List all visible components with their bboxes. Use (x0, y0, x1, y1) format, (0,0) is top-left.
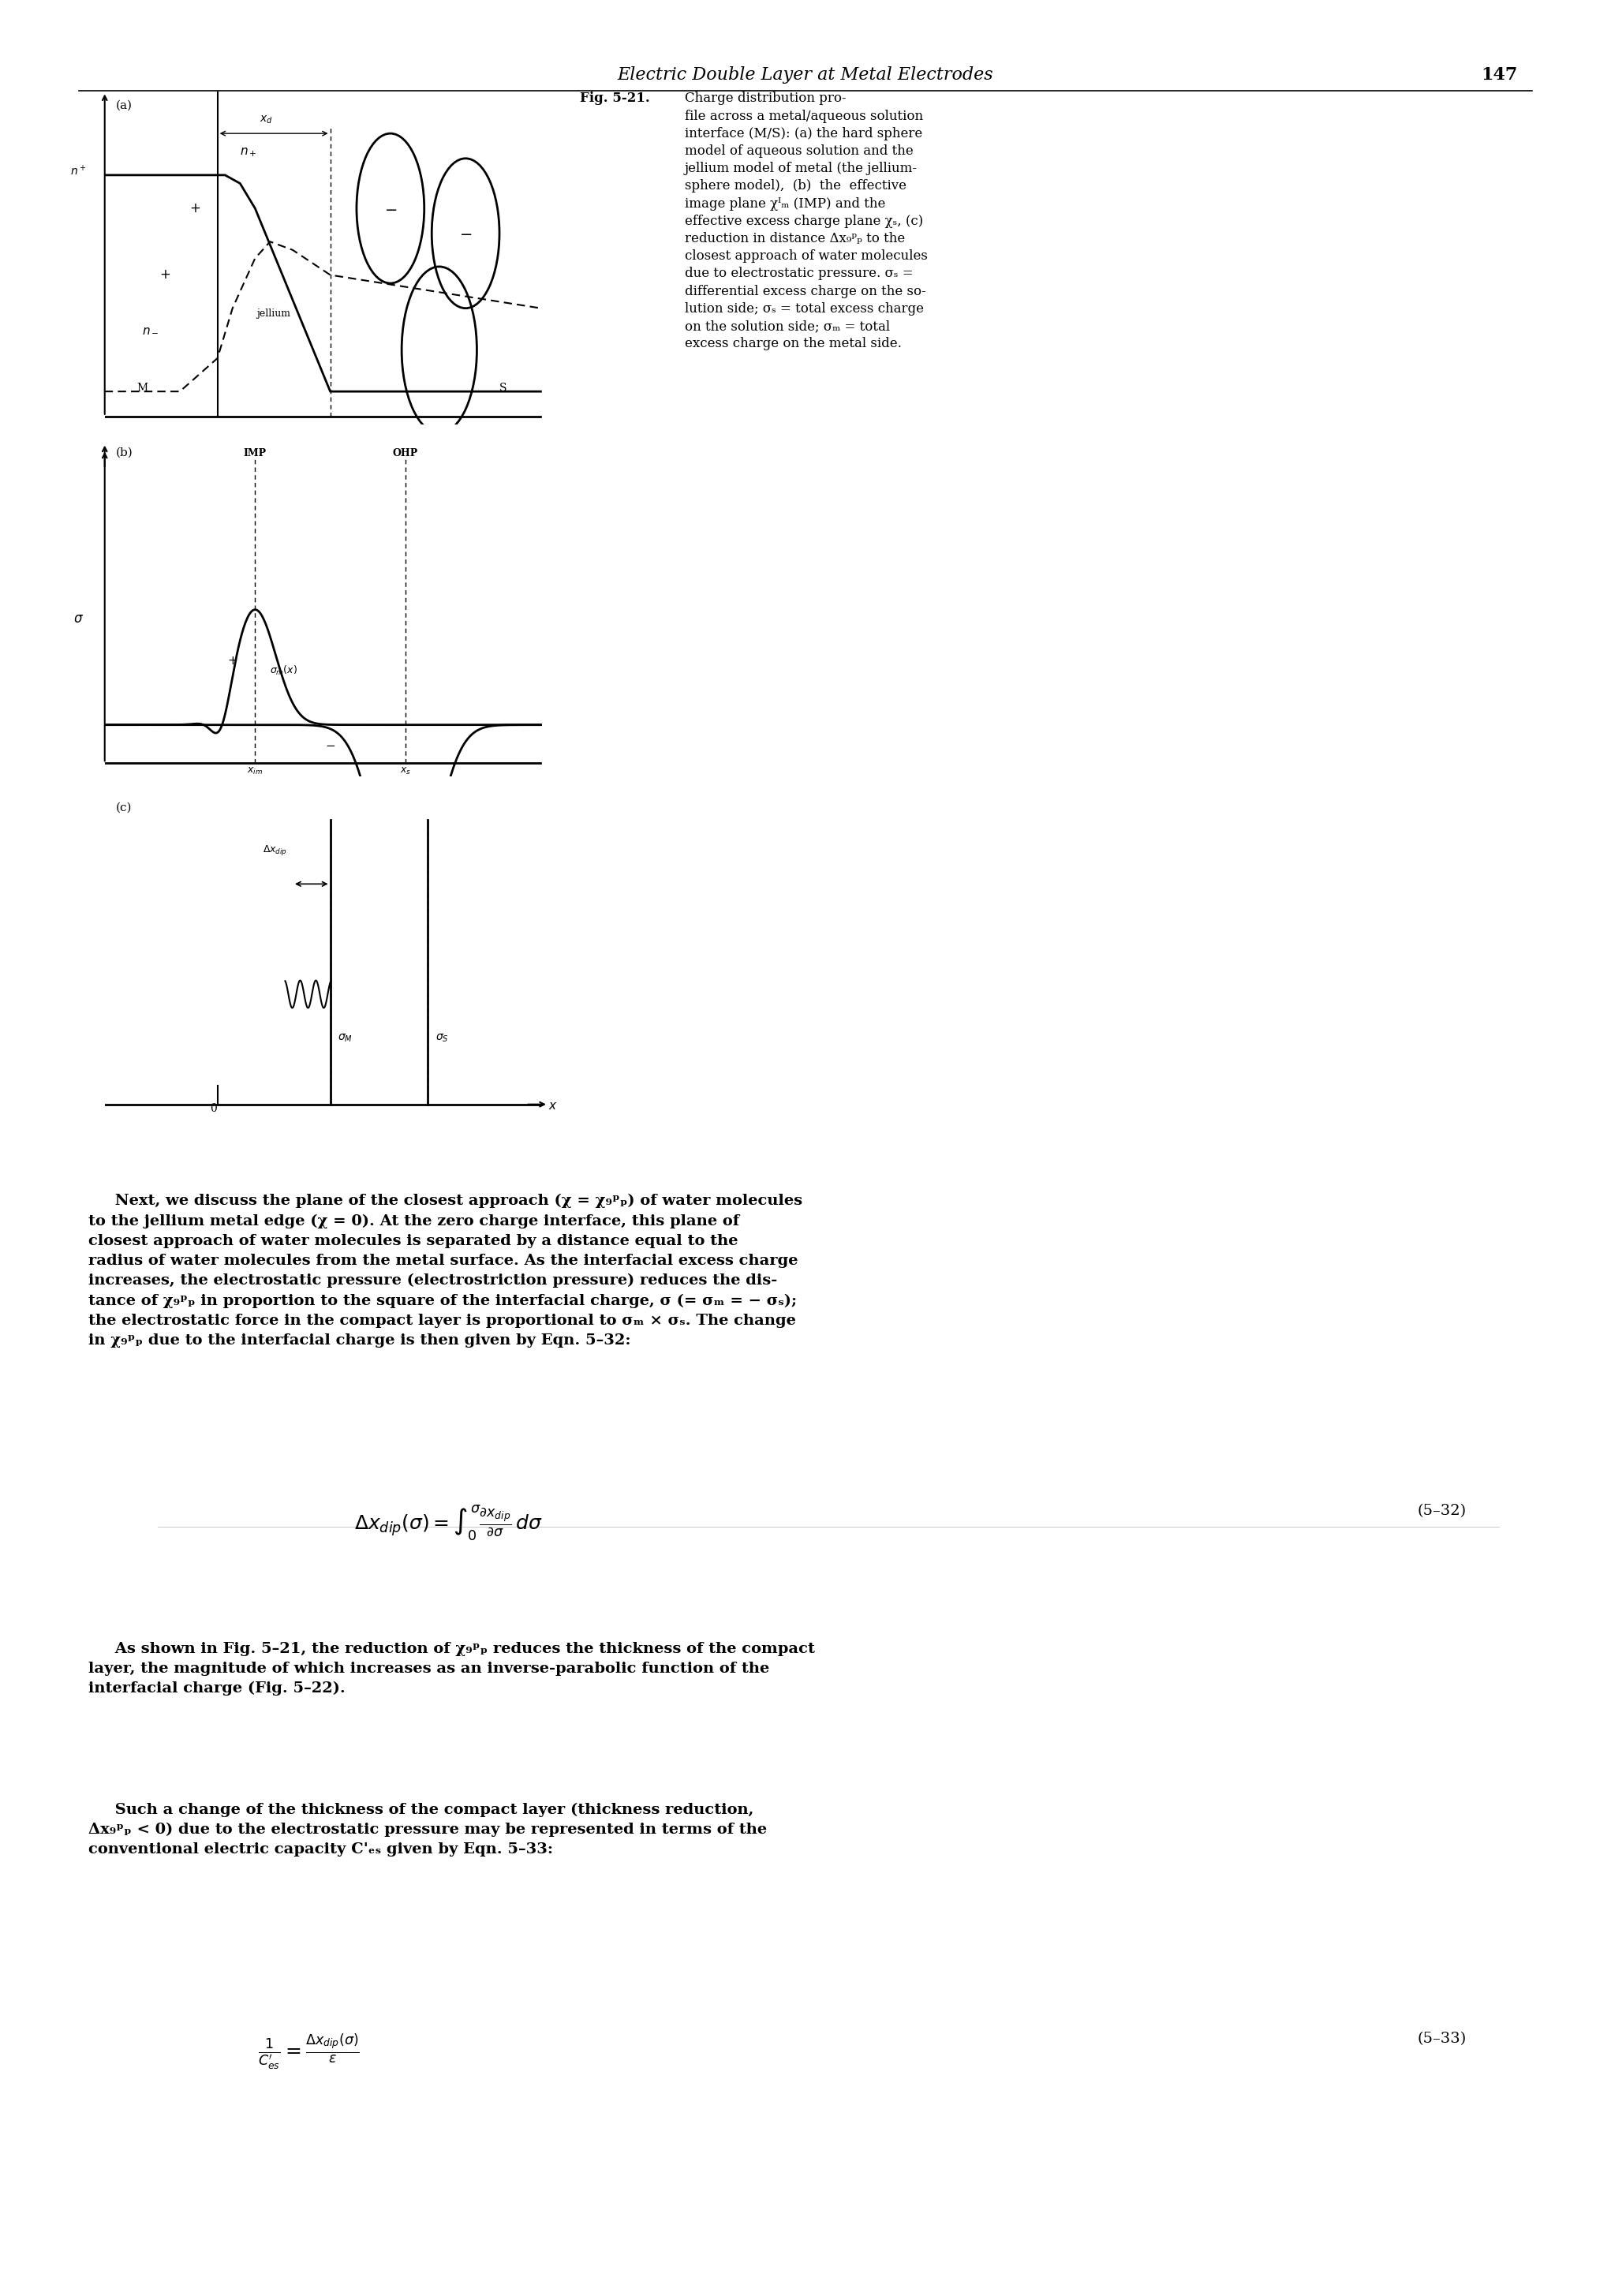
Text: OHP: OHP (393, 448, 419, 459)
Text: $n_-$: $n_-$ (142, 324, 159, 335)
Text: $\frac{1}{C^{\prime}_{es}} = \frac{\Delta x_{dip}(\sigma)}{\varepsilon}$: $\frac{1}{C^{\prime}_{es}} = \frac{\Delt… (258, 2032, 359, 2071)
Text: $\sigma$: $\sigma$ (72, 613, 84, 625)
Text: $-$: $-$ (325, 737, 335, 751)
Text: M: M (137, 383, 148, 395)
Text: $\sigma_m(x)$: $\sigma_m(x)$ (271, 664, 298, 677)
Text: Next, we discuss the plane of the closest approach (χ = χ₉ᵖₚ) of water molecules: Next, we discuss the plane of the closes… (89, 1194, 802, 1348)
Text: $-$: $-$ (459, 225, 472, 241)
Text: 147: 147 (1481, 67, 1518, 83)
Text: $+$: $+$ (190, 202, 200, 216)
Text: $x_{im}$: $x_{im}$ (246, 767, 263, 776)
Text: (b): (b) (116, 448, 134, 459)
Text: $\Delta x_{dip}(\sigma) = \int_0^\sigma \frac{\partial x_{dip}}{\partial \sigma}: $\Delta x_{dip}(\sigma) = \int_0^\sigma … (354, 1504, 543, 1543)
Text: $+$: $+$ (159, 269, 171, 282)
Text: 0: 0 (211, 1102, 217, 1114)
Text: (5–32): (5–32) (1418, 1504, 1466, 1518)
Text: $\sigma_M$: $\sigma_M$ (338, 1033, 353, 1045)
Text: Fig. 5-21.: Fig. 5-21. (580, 92, 649, 106)
Text: S: S (499, 383, 507, 395)
Text: $n_+$: $n_+$ (240, 147, 258, 158)
Text: $x$: $x$ (548, 1100, 557, 1111)
Text: (a): (a) (116, 99, 132, 110)
Text: jellium: jellium (256, 308, 292, 319)
Text: (5–33): (5–33) (1418, 2032, 1466, 2046)
Text: Such a change of the thickness of the compact layer (thickness reduction,
Δx₉ᵖₚ : Such a change of the thickness of the co… (89, 1802, 767, 1857)
Text: Charge distribution pro-
file across a metal/aqueous solution
interface (M/S): (: Charge distribution pro- file across a m… (685, 92, 928, 351)
Text: Electric Double Layer at Metal Electrodes: Electric Double Layer at Metal Electrode… (617, 67, 994, 83)
Text: $\sigma_s(x)$: $\sigma_s(x)$ (429, 843, 453, 856)
Text: IMP: IMP (243, 448, 266, 459)
Text: $-$: $-$ (383, 200, 396, 216)
Text: (c): (c) (116, 801, 132, 813)
Text: $\Delta x_{dip}$: $\Delta x_{dip}$ (263, 843, 287, 856)
Text: As shown in Fig. 5–21, the reduction of χ₉ᵖₚ reduces the thickness of the compac: As shown in Fig. 5–21, the reduction of … (89, 1642, 815, 1694)
Text: $+$: $+$ (227, 654, 238, 666)
Text: $x_s$: $x_s$ (400, 767, 411, 776)
Text: $\sigma_S$: $\sigma_S$ (435, 1033, 448, 1045)
Text: $n^+$: $n^+$ (71, 163, 87, 177)
Text: $x_d$: $x_d$ (259, 115, 272, 126)
